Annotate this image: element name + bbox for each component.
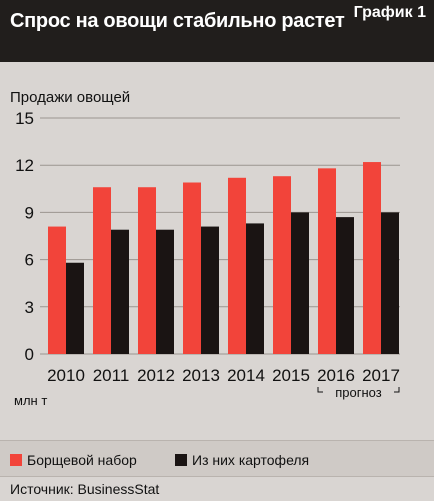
bar-borsch-set-2017	[363, 162, 381, 354]
bar-borsch-set-2011	[93, 187, 111, 354]
bar-chart: Продажи овощей 0 3 6 9 12 15 2010 2011 2012 2013 20…	[10, 89, 400, 408]
source-text: Источник: BusinessStat	[10, 481, 160, 497]
bar-borsch-set-2010	[48, 226, 66, 354]
bar-borsch-set-2012	[138, 187, 156, 354]
y-axis-label: Продажи овощей	[10, 89, 130, 106]
legend-label-series-1: Борщевой набор	[27, 452, 137, 468]
unit-label: млн т	[14, 393, 47, 408]
x-tick-label-2014: 2014	[227, 366, 265, 385]
bar-potato-2016	[336, 217, 354, 354]
bar-potato-2010	[66, 262, 84, 354]
legend-swatch-series-1	[10, 454, 22, 466]
chart-number-tag: График 1	[353, 4, 426, 21]
bar-borsch-set-2013	[183, 182, 201, 354]
forecast-bracket-right	[394, 387, 400, 393]
x-tick-label-2016: 2016	[317, 366, 355, 385]
bar-borsch-set-2016	[318, 168, 336, 354]
x-tick-label-2012: 2012	[137, 366, 175, 385]
y-tick-label-3: 3	[25, 298, 34, 317]
x-tick-label-2015: 2015	[272, 366, 310, 385]
y-tick-label-9: 9	[25, 203, 34, 222]
x-tick-label-2017: 2017	[362, 366, 400, 385]
bar-potato-2012	[156, 229, 174, 354]
chart-title: Спрос на овощи стабильно растет	[10, 10, 345, 32]
legend-swatch-series-2	[175, 454, 187, 466]
forecast-bracket-left	[317, 387, 323, 393]
bar-borsch-set-2014	[228, 177, 246, 354]
legend-label-series-2: Из них картофеля	[192, 452, 310, 468]
x-tick-label-2011: 2011	[93, 366, 130, 385]
x-tick-label-2010: 2010	[47, 366, 85, 385]
y-tick-label-15: 15	[15, 109, 34, 128]
bar-potato-2017	[381, 212, 399, 354]
y-tick-label-12: 12	[15, 156, 34, 175]
y-tick-label-6: 6	[25, 251, 34, 270]
y-tick-label-0: 0	[25, 345, 34, 364]
bar-potato-2014	[246, 223, 264, 354]
bar-borsch-set-2015	[273, 176, 291, 354]
bar-potato-2013	[201, 226, 219, 354]
forecast-label: прогноз	[335, 385, 382, 400]
bar-potato-2015	[291, 212, 309, 354]
source-footer: Источник: BusinessStat	[0, 476, 434, 501]
chart-area: Продажи овощей 0 3 6 9 12 15 2010 2011 2012 2013 20…	[0, 62, 434, 440]
chart-header: Спрос на овощи стабильно растет График 1	[0, 0, 434, 62]
x-tick-label-2013: 2013	[182, 366, 220, 385]
legend: Борщевой набор Из них картофеля	[0, 440, 434, 477]
bar-potato-2011	[111, 229, 129, 354]
